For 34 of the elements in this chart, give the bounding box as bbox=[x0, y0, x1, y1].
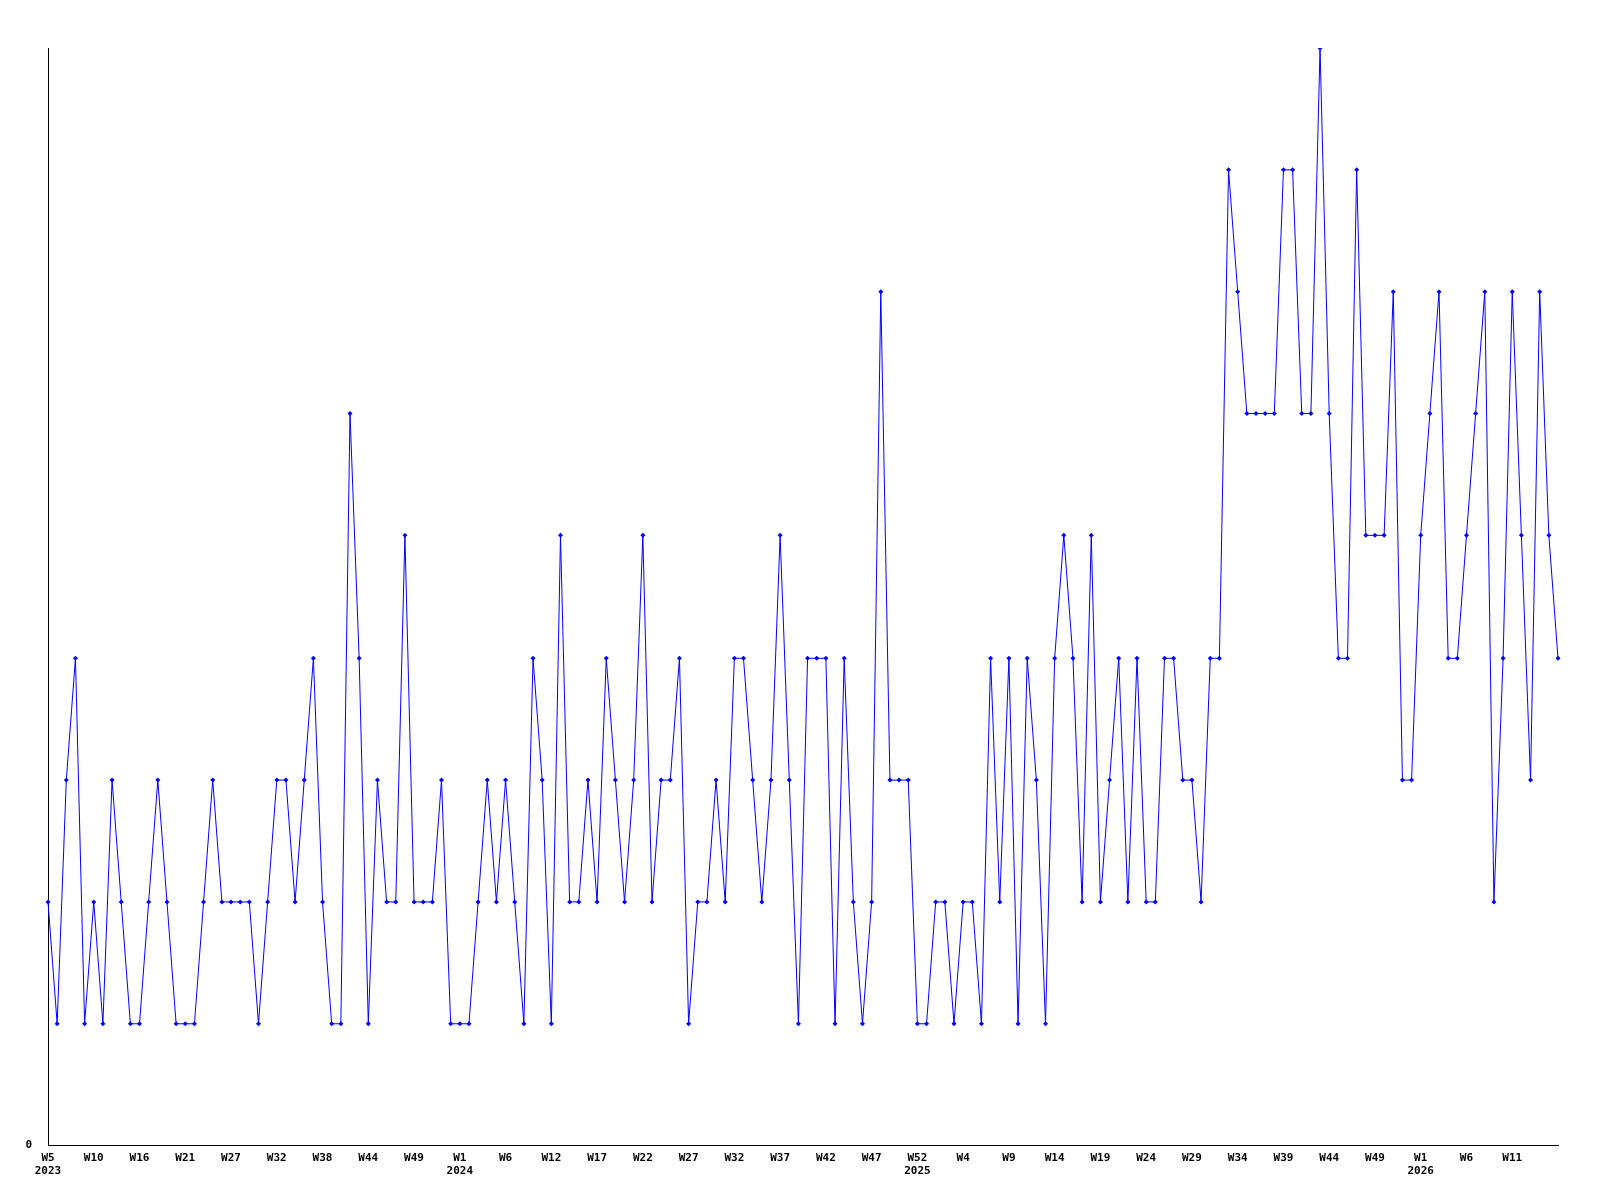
x-tick-label: W21 bbox=[175, 1151, 196, 1165]
x-tick-label: W5 2023 bbox=[34, 1151, 62, 1178]
text: 0 bbox=[25, 1138, 32, 1152]
x-tick-label: W10 bbox=[83, 1151, 104, 1165]
x-tick-label: W52 2025 bbox=[904, 1151, 931, 1178]
x-tick-label: W34 bbox=[1227, 1151, 1248, 1165]
x-tick-label: W27 bbox=[678, 1151, 699, 1165]
x-tick-label: W49 bbox=[404, 1151, 424, 1165]
x-tick-label: W32 bbox=[724, 1151, 745, 1165]
x-tick-label: W11 bbox=[1502, 1151, 1523, 1165]
x-tick-label: W19 bbox=[1090, 1151, 1111, 1165]
x-tick-label: W47 bbox=[861, 1151, 882, 1165]
x-tick-label: W17 bbox=[587, 1151, 608, 1165]
x-tick-label: W39 bbox=[1273, 1151, 1294, 1165]
x-tick-label: W27 bbox=[221, 1151, 241, 1165]
x-tick-label: W16 bbox=[129, 1151, 150, 1165]
x-tick-label: W12 bbox=[541, 1151, 562, 1165]
x-tick-label: W42 bbox=[815, 1151, 836, 1165]
x-tick-label: W9 bbox=[1002, 1151, 1016, 1165]
x-tick-label: W24 bbox=[1136, 1151, 1157, 1165]
x-tick-label: W49 bbox=[1365, 1151, 1385, 1165]
x-tick-label: W6 bbox=[498, 1151, 513, 1165]
x-tick-label: W44 bbox=[1319, 1151, 1340, 1165]
x-tick-label: W37 bbox=[770, 1151, 791, 1165]
x-tick-label: W44 bbox=[358, 1151, 379, 1165]
x-tick-label: W1 2024 bbox=[446, 1151, 474, 1178]
x-tick-label: W4 bbox=[956, 1151, 971, 1165]
x-tick-label: W1 2026 bbox=[1407, 1151, 1435, 1178]
x-tick-label: W29 bbox=[1182, 1151, 1202, 1165]
x-tick-label: W14 bbox=[1044, 1151, 1065, 1165]
x-tick-label: W6 bbox=[1459, 1151, 1474, 1165]
x-tick-label: W32 bbox=[266, 1151, 287, 1165]
x-tick-label: W38 bbox=[312, 1151, 333, 1165]
x-tick-label: W22 bbox=[632, 1151, 653, 1165]
